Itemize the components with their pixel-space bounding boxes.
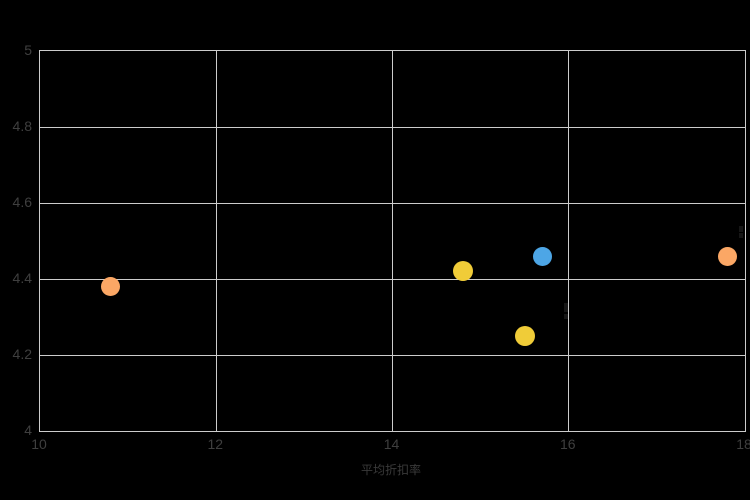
x-axis-tick-label: 16 [559,436,576,452]
x-axis-tick-label: 12 [207,436,224,452]
horizontal-gridline [40,126,745,128]
horizontal-gridline [40,202,745,204]
y-axis-tick-label: 4.6 [12,194,32,210]
horizontal-gridline [40,278,745,280]
data-point[interactable] [453,261,473,282]
data-point[interactable] [532,246,552,266]
vertical-gridline [215,51,217,431]
horizontal-gridline [40,354,745,356]
dark-label-artifact [564,314,568,319]
vertical-gridline [392,51,393,431]
y-axis-tick-label: 5 [24,42,32,58]
y-axis-tick-label: 4.4 [12,270,32,286]
data-point[interactable] [514,326,535,346]
y-axis-tick-label: 4 [24,422,32,438]
x-axis-tick-label: 10 [31,436,47,452]
vertical-gridline [568,51,570,431]
plot-area [39,50,746,432]
x-axis-title: 平均折扣率 [360,463,422,477]
x-axis-tick-label: 14 [383,436,400,452]
dark-label-artifact [739,233,743,238]
y-axis-tick-label: 4.8 [12,118,32,134]
data-point[interactable] [101,277,120,297]
dark-label-artifact [564,303,568,312]
dark-label-artifact [739,226,743,232]
data-point[interactable] [717,246,737,266]
x-axis-tick-label: 18 [736,436,750,452]
y-axis-tick-label: 4.2 [12,346,32,362]
